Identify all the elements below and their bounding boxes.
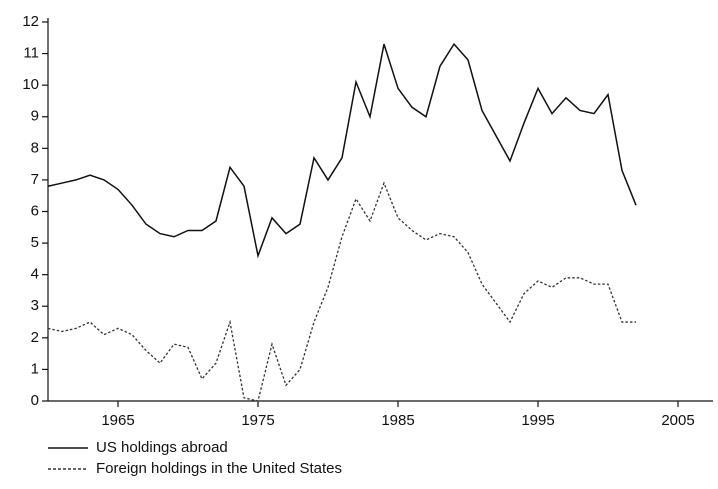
- y-tick-label: 1: [31, 360, 39, 377]
- y-tick-label: 9: [31, 108, 39, 125]
- x-tick-label: 1975: [241, 412, 274, 429]
- y-tick-label: 8: [31, 139, 39, 156]
- y-tick-label: 11: [23, 45, 39, 62]
- y-tick-label: 12: [22, 13, 39, 30]
- y-tick-label: 6: [31, 202, 39, 219]
- x-tick-label: 1965: [101, 412, 134, 429]
- y-tick-label: 3: [31, 297, 39, 314]
- y-tick-label: 2: [31, 329, 39, 346]
- y-tick-label: 4: [31, 266, 39, 283]
- y-tick-label: 10: [22, 76, 39, 93]
- x-tick-label: 2005: [661, 412, 694, 429]
- legend-label: Foreign holdings in the United States: [96, 460, 342, 477]
- series-line: [47, 181, 636, 402]
- y-tick-label: 7: [31, 171, 39, 188]
- legend-label: US holdings abroad: [96, 439, 228, 456]
- y-tick-label: 0: [31, 392, 39, 409]
- y-tick-label: 5: [31, 234, 39, 251]
- series-line: [47, 42, 637, 259]
- x-tick-label: 1995: [521, 412, 554, 429]
- x-tick-label: 1985: [381, 412, 414, 429]
